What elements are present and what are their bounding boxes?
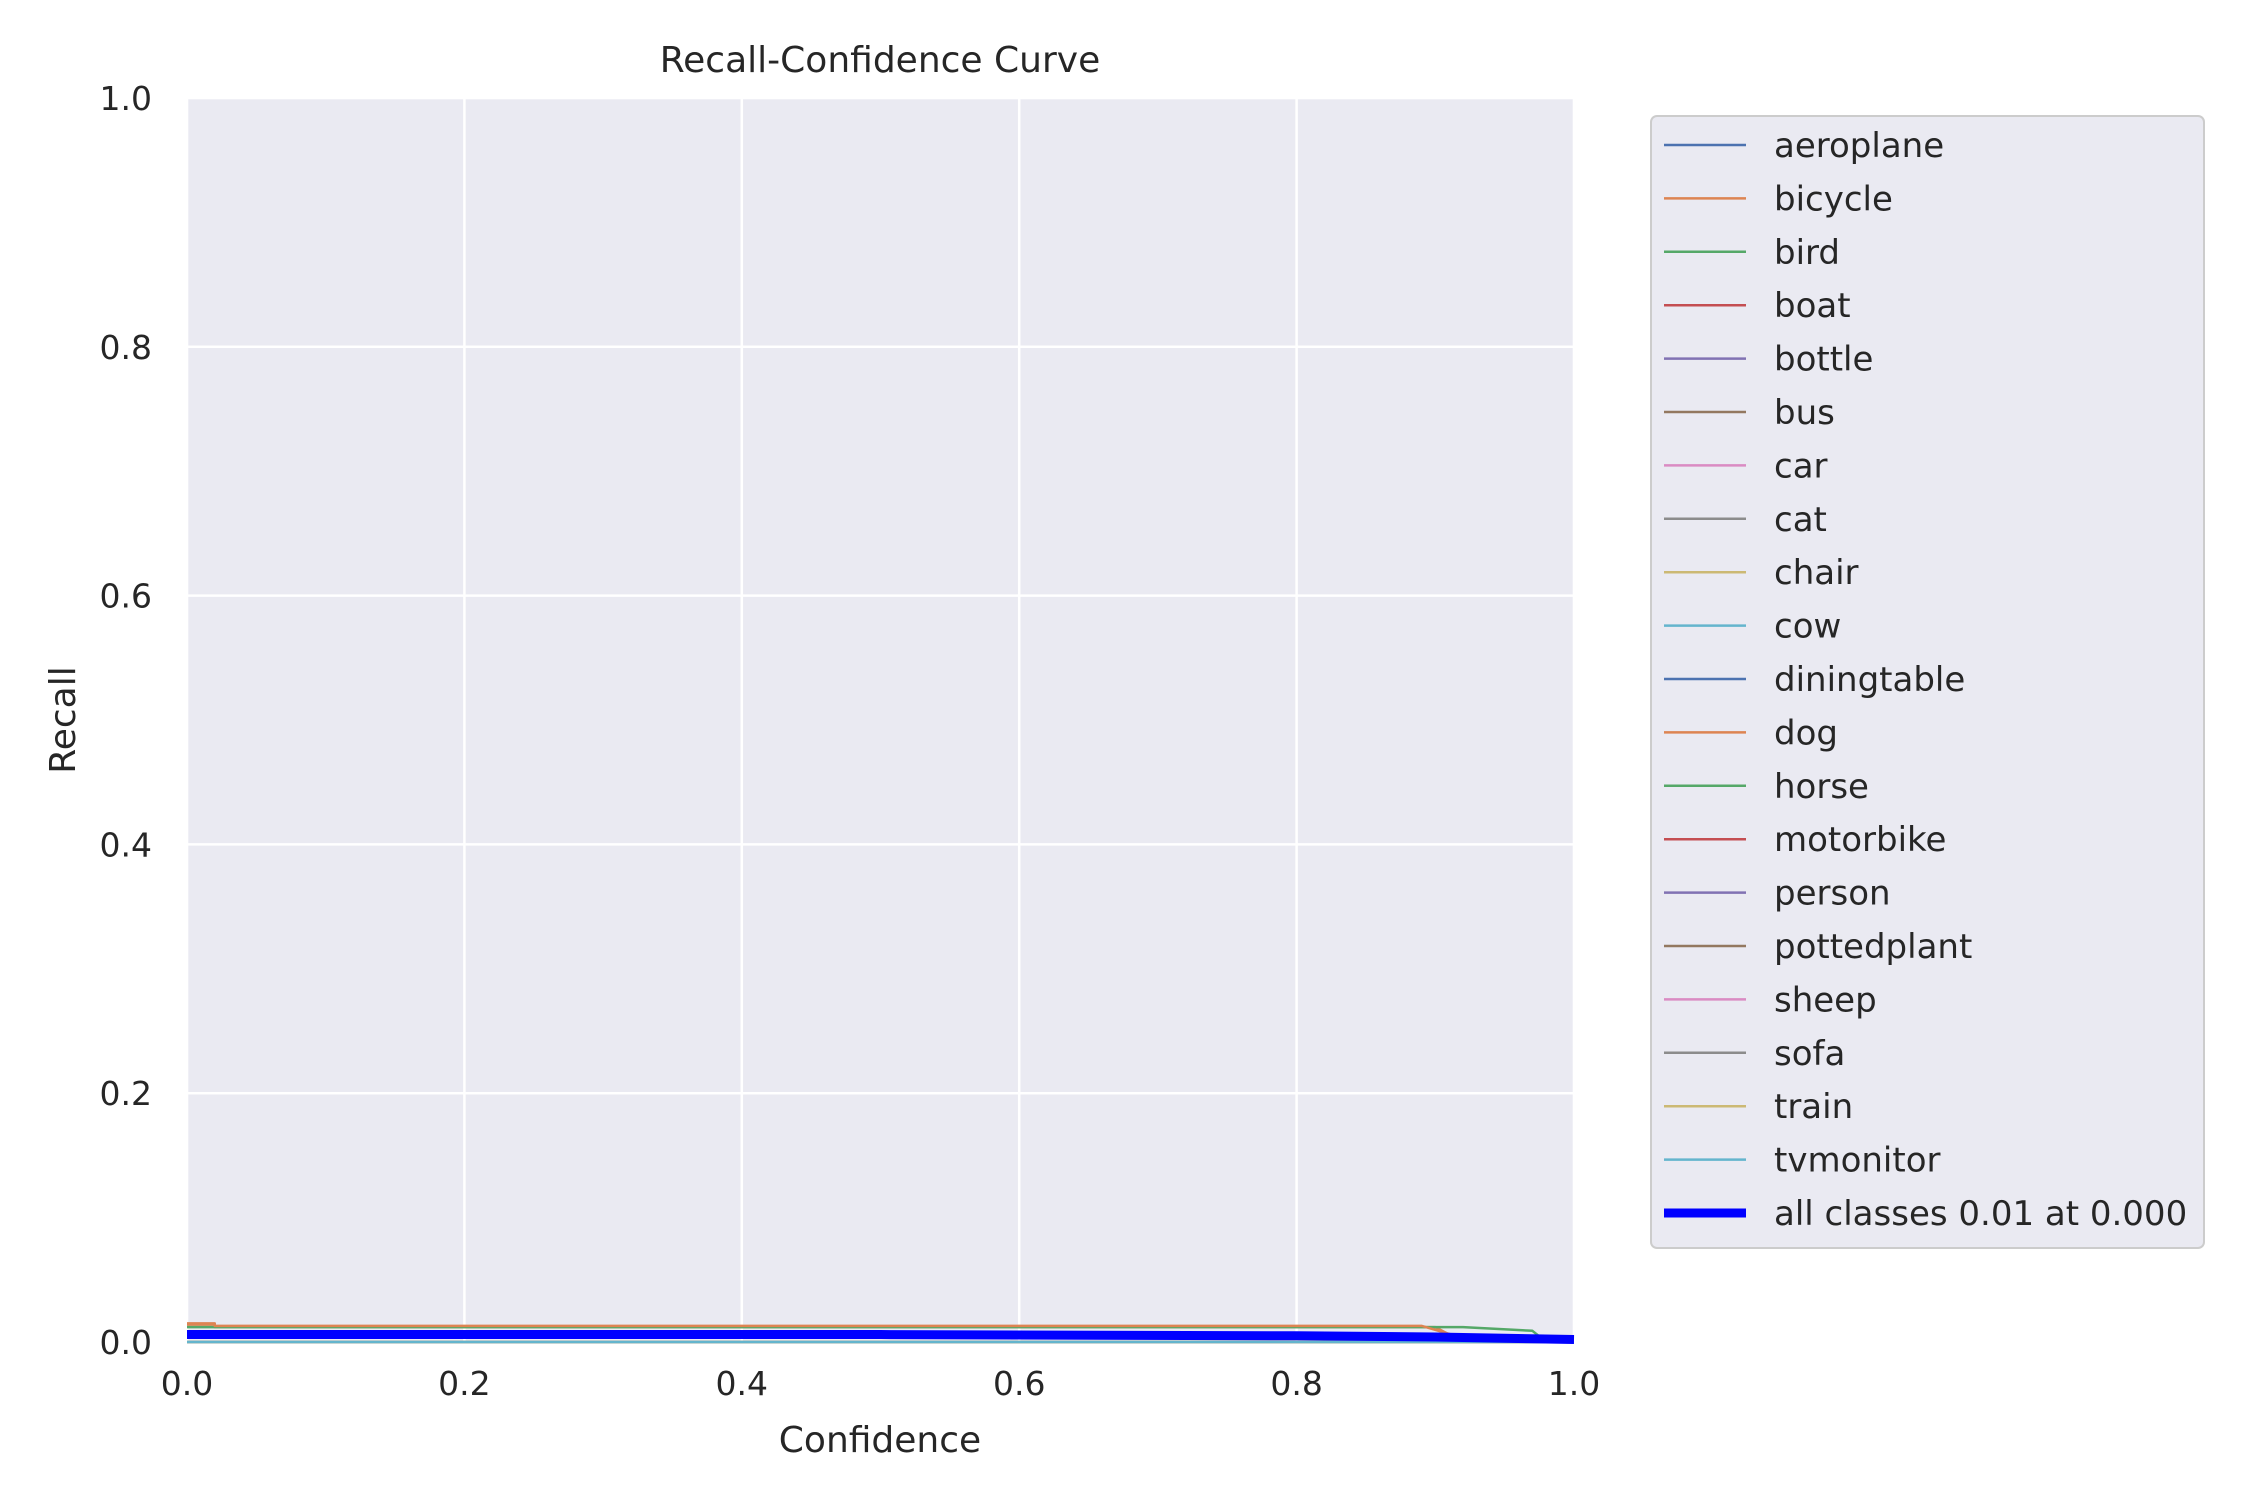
legend-label: bicycle [1774,179,1893,219]
legend-label: person [1774,874,1891,914]
legend-box [1650,115,2205,1249]
y-tick-label: 0.4 [100,825,152,864]
legend: aeroplane bicycle bird boat bottle bus car cat c… [1650,115,2205,1249]
y-tick-label: 0.2 [100,1074,152,1113]
x-tick-label: 0.6 [993,1364,1045,1403]
legend-label: aeroplane [1774,126,1944,166]
legend-label: cat [1774,500,1827,540]
legend-label: all classes 0.01 at 0.000 [1774,1194,2187,1234]
x-tick-label: 1.0 [1548,1364,1600,1403]
chart-title: Recall-Confidence Curve [660,40,1100,81]
y-tick-labels: 0.0 0.2 0.4 0.6 0.8 1.0 [100,79,152,1362]
y-tick-label: 1.0 [100,79,152,118]
legend-label: chair [1774,553,1859,593]
legend-label: sofa [1774,1034,1845,1074]
y-tick-label: 0.0 [100,1323,152,1362]
legend-label: motorbike [1774,820,1946,860]
legend-label: tvmonitor [1774,1141,1941,1181]
y-tick-label: 0.6 [100,577,152,616]
y-axis-label: Recall [43,666,84,773]
legend-label: boat [1774,286,1851,326]
legend-label: dog [1774,713,1838,753]
plot-area [187,98,1574,1342]
x-tick-label: 0.0 [161,1364,213,1403]
x-tick-label: 0.8 [1270,1364,1322,1403]
legend-label: bottle [1774,340,1873,380]
series-layer [187,1322,1575,1345]
x-tick-label: 0.4 [716,1364,768,1403]
legend-label: car [1774,446,1828,486]
legend-label: cow [1774,607,1841,647]
legend-label: sheep [1774,980,1877,1020]
y-tick-label: 0.8 [100,328,152,367]
x-axis-label: Confidence [779,1420,981,1461]
series-line-all-classes-0.01-at-0.000 [187,1330,1575,1345]
legend-label: bird [1774,233,1840,273]
legend-label: diningtable [1774,660,1965,700]
x-tick-labels: 0.0 0.2 0.4 0.6 0.8 1.0 [161,1364,1600,1403]
legend-label: horse [1774,767,1869,807]
x-tick-label: 0.2 [438,1364,490,1403]
legend-label: bus [1774,393,1835,433]
legend-label: train [1774,1087,1853,1127]
legend-label: pottedplant [1774,927,1972,967]
